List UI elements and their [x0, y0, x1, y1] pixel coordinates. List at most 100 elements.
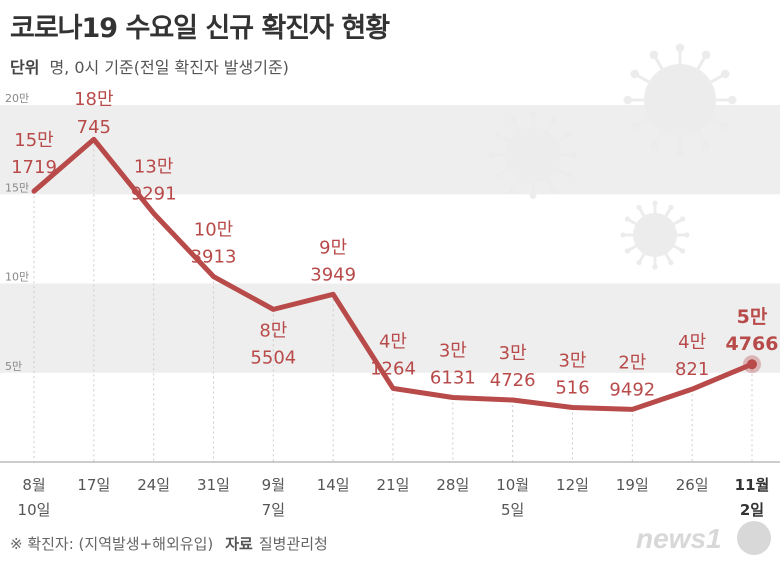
data-label-man: 3만 — [499, 343, 527, 364]
data-label-rest: 1264 — [370, 358, 416, 379]
data-label-rest: 9291 — [131, 183, 177, 204]
virus-spike-tip — [675, 43, 685, 53]
data-label-man: 4만 — [678, 332, 706, 353]
virus-spike-tip — [630, 121, 640, 131]
virus-spike-tip — [529, 192, 537, 199]
virus-icon-group — [489, 43, 737, 270]
virus-spike-tip — [549, 116, 557, 124]
virus-spike-tip — [494, 171, 502, 179]
virus-spike-tip — [652, 200, 658, 206]
virus-spike-tip — [509, 116, 517, 124]
x-tick-label: 17일 — [77, 476, 110, 494]
x-tick-label: 28일 — [436, 476, 469, 494]
virus-spike-tip — [509, 186, 517, 194]
virus-spike-tip — [549, 186, 557, 194]
data-label-rest: 5504 — [250, 347, 296, 368]
virus-icon — [633, 213, 677, 257]
source-label: 자료 — [225, 535, 253, 553]
x-tick-label: 24일 — [137, 476, 170, 494]
virus-spike-tip — [679, 216, 686, 222]
virus-spike-tip — [701, 140, 711, 150]
x-tick-label: 19일 — [616, 476, 649, 494]
x-tick-label: 31일 — [197, 476, 230, 494]
data-label-rest: 516 — [555, 378, 589, 399]
virus-spike-tip — [652, 264, 658, 270]
virus-spike-tip — [701, 50, 711, 60]
x-tick-label: 10월 — [496, 476, 529, 494]
x-tick-label: 10일 — [18, 501, 51, 519]
data-label-man: 3만 — [558, 351, 586, 372]
x-tick-label: 21일 — [377, 476, 410, 494]
data-label-man: 2만 — [618, 352, 646, 373]
virus-spike-tip — [675, 147, 685, 157]
virus-spike-tip — [636, 204, 642, 211]
virus-spike-tip — [727, 95, 737, 105]
data-label-rest: 4726 — [490, 370, 536, 391]
virus-spike-tip — [489, 151, 496, 159]
footnote-text: ※ 확진자: (지역발생+해외유입) — [10, 535, 214, 553]
x-tick-label: 11월 — [735, 476, 770, 494]
data-label-rest: 3913 — [191, 247, 237, 268]
data-label-man: 10만 — [194, 220, 233, 241]
virus-spike-tip — [623, 95, 633, 105]
x-tick-label: 5일 — [501, 501, 524, 519]
data-label-man: 5만 — [737, 306, 768, 328]
highlight-point — [747, 359, 757, 370]
data-label-rest: 1719 — [11, 157, 57, 178]
virus-spike-tip — [494, 131, 502, 139]
virus-spike-tip — [624, 248, 631, 254]
virus-spike-tip — [630, 69, 640, 79]
x-tick-label: 2일 — [740, 501, 764, 519]
virus-spike-tip — [564, 131, 572, 139]
virus-spike-tip — [668, 259, 674, 266]
data-label-rest: 6131 — [430, 368, 476, 389]
virus-spike-tip — [649, 50, 659, 60]
virus-spike-tip — [720, 121, 730, 131]
data-label-man: 9만 — [319, 237, 347, 258]
x-tick-label: 9월 — [262, 476, 285, 494]
virus-spike-tip — [720, 69, 730, 79]
virus-spike-tip — [620, 232, 626, 238]
unit-line: 단위 명, 0시 기준(전일 확진자 발생기준) — [10, 54, 289, 78]
data-label-rest: 4766 — [726, 333, 779, 355]
y-tick-label: 10만 — [5, 271, 29, 284]
virus-spike-tip — [529, 111, 537, 118]
logo-circle-icon — [737, 521, 771, 555]
unit-label: 단위 — [10, 58, 40, 77]
data-label-man: 13만 — [134, 156, 173, 177]
virus-spike-tip — [668, 204, 674, 211]
x-tick-label: 14일 — [317, 476, 350, 494]
virus-spike-tip — [564, 171, 572, 179]
footnote: ※ 확진자: (지역발생+해외유입) 자료 질병관리청 — [10, 533, 328, 554]
grid-band-1 — [0, 283, 780, 373]
y-tick-label: 15만 — [5, 181, 29, 194]
x-tick-label: 26일 — [676, 476, 709, 494]
data-label-rest: 745 — [77, 117, 111, 138]
virus-spike-tip — [570, 151, 577, 159]
virus-spike-tip — [624, 216, 631, 222]
data-label-man: 18만 — [74, 89, 113, 110]
virus-icon — [644, 64, 716, 136]
virus-icon — [505, 127, 561, 183]
y-tick-label: 5만 — [5, 360, 22, 373]
series-line — [31, 136, 755, 412]
virus-spike-tip — [679, 248, 686, 254]
logo-text: news1 — [636, 523, 722, 554]
y-tick-label: 20만 — [5, 92, 29, 105]
unit-text: 명, 0시 기준(전일 확진자 발생기준) — [49, 58, 289, 77]
virus-spike-tip — [684, 232, 690, 238]
virus-spike-tip — [649, 140, 659, 150]
source-text: 질병관리청 — [258, 535, 328, 553]
data-label-man: 8만 — [259, 320, 287, 341]
data-label-rest: 9492 — [609, 379, 655, 400]
data-label-rest: 3949 — [310, 264, 356, 285]
data-label-man: 3만 — [439, 341, 467, 362]
news1-logo: news1 — [636, 521, 771, 555]
page-title: 코로나19 수요일 신규 확진자 현황 — [10, 13, 390, 44]
x-tick-label: 12일 — [556, 476, 589, 494]
x-tick-label: 8월 — [22, 476, 45, 494]
x-tick-label: 7일 — [262, 501, 285, 519]
data-label-man: 15만 — [14, 130, 53, 151]
data-label-man: 4만 — [379, 331, 407, 352]
